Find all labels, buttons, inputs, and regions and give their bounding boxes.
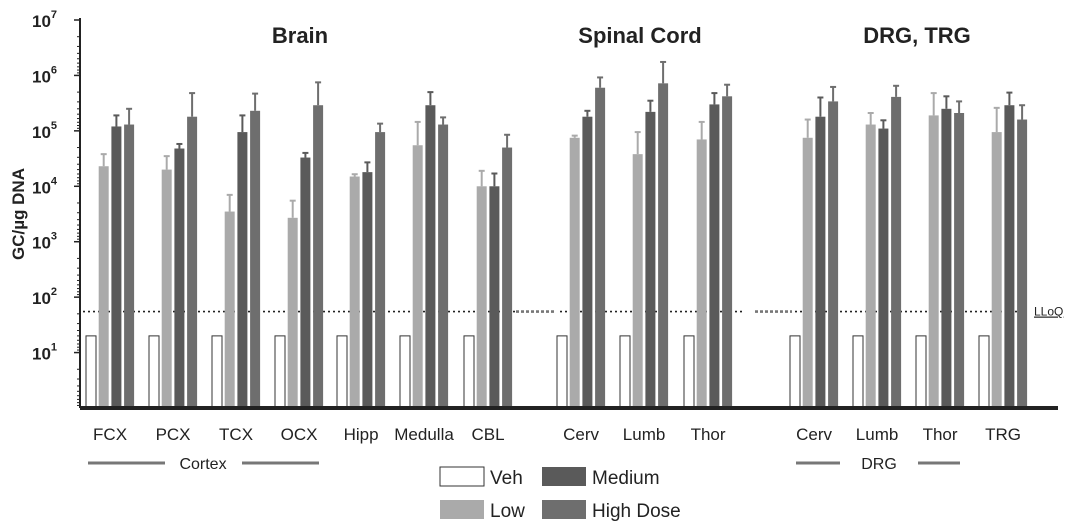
- subgroup-label: DRG: [861, 456, 897, 473]
- labels-layer: FCX PCX TCX OCX Hipp Medulla CBL Cerv Lumb Thor Ce…: [88, 23, 1021, 473]
- y-axis-title: GC/µg DNA: [9, 168, 28, 260]
- bar-drgtrg-cerv-veh: [789, 335, 801, 409]
- y-tick-label: 103: [32, 231, 57, 253]
- x-tick-label: Cerv: [796, 425, 832, 444]
- bar-brain-pcx-veh: [148, 335, 160, 409]
- bar-spinalcord-lumb-high-dose: [658, 83, 669, 408]
- legend-swatch-low: [440, 500, 484, 519]
- bar-brain-fcx-medium: [111, 126, 122, 409]
- x-tick-label: Medulla: [394, 425, 454, 444]
- bar-brain-fcx-veh: [85, 335, 97, 409]
- group-title: Brain: [272, 23, 328, 48]
- bars-layer: [85, 60, 1028, 409]
- y-tick-label: 104: [32, 175, 58, 197]
- bar-brain-ocx-low: [287, 217, 298, 408]
- x-tick-label: TCX: [219, 425, 253, 444]
- x-tick-label: Thor: [691, 425, 726, 444]
- bar-spinalcord-lumb-veh: [619, 335, 631, 409]
- bar-drgtrg-cerv-medium: [815, 116, 826, 408]
- lloq-label: LLoQ: [1034, 305, 1063, 319]
- subgroup-label: Cortex: [179, 456, 226, 473]
- bar-brain-cbl-low: [476, 186, 487, 408]
- bar-brain-medulla-medium: [425, 105, 436, 408]
- bar-brain-tcx-low: [224, 211, 235, 408]
- y-tick-label: 105: [32, 120, 57, 142]
- x-tick-label: FCX: [93, 425, 127, 444]
- bar-drgtrg-thor-high-dose: [954, 112, 965, 409]
- bar-spinalcord-cerv-low: [569, 137, 580, 408]
- x-tick-label: Lumb: [856, 425, 899, 444]
- bar-drgtrg-lumb-medium: [878, 128, 889, 408]
- bar-brain-cbl-veh: [463, 335, 475, 409]
- legend: Veh Low Medium High Dose: [439, 466, 681, 522]
- bar-brain-tcx-medium: [237, 132, 248, 408]
- y-tick-label: 106: [32, 64, 57, 86]
- axes-layer: 101 102 103 104 105 106 107 GC/µg DNA: [9, 9, 1058, 410]
- bar-brain-hipp-low: [349, 176, 360, 408]
- x-tick-label: Hipp: [344, 425, 379, 444]
- bar-spinalcord-thor-veh: [683, 335, 695, 409]
- bar-drgtrg-cerv-low: [802, 137, 813, 408]
- bar-spinalcord-cerv-veh: [556, 335, 568, 409]
- bar-brain-ocx-medium: [300, 157, 311, 408]
- y-tick-label: 107: [32, 9, 57, 31]
- bar-brain-medulla-high-dose: [438, 124, 449, 408]
- bar-brain-pcx-medium: [174, 148, 185, 408]
- bar-brain-tcx-veh: [211, 335, 223, 409]
- bar-brain-hipp-high-dose: [375, 132, 386, 408]
- bar-spinalcord-cerv-medium: [582, 116, 593, 408]
- bar-drgtrg-trg-high-dose: [1017, 119, 1028, 408]
- bar-spinalcord-thor-medium: [709, 104, 720, 408]
- bar-brain-ocx-veh: [274, 335, 286, 409]
- bar-spinalcord-lumb-low: [632, 154, 643, 408]
- bar-drgtrg-thor-veh: [915, 335, 927, 409]
- bar-drgtrg-lumb-high-dose: [891, 96, 902, 408]
- legend-swatch-medium: [542, 467, 586, 486]
- legend-label: High Dose: [592, 501, 681, 522]
- x-tick-label: Thor: [923, 425, 958, 444]
- group-title: DRG, TRG: [863, 23, 971, 48]
- bar-brain-hipp-medium: [362, 172, 373, 408]
- bar-brain-medulla-veh: [399, 335, 411, 409]
- bar-brain-hipp-veh: [336, 335, 348, 409]
- bar-brain-pcx-high-dose: [187, 116, 198, 408]
- x-tick-label: Lumb: [623, 425, 666, 444]
- bar-spinalcord-cerv-high-dose: [595, 87, 606, 408]
- bar-brain-fcx-low: [98, 166, 109, 408]
- x-tick-label: Cerv: [563, 425, 599, 444]
- bar-spinalcord-thor-low: [696, 139, 707, 409]
- bar-drgtrg-trg-low: [991, 132, 1002, 408]
- bar-brain-tcx-high-dose: [250, 110, 261, 409]
- x-tick-label: OCX: [281, 425, 318, 444]
- legend-label: Low: [490, 501, 525, 522]
- legend-label: Medium: [592, 468, 660, 489]
- x-tick-label: CBL: [472, 425, 505, 444]
- bar-brain-medulla-low: [412, 145, 423, 408]
- y-tick-label: 102: [32, 286, 57, 308]
- legend-label: Veh: [490, 468, 523, 489]
- legend-swatch-high-dose: [542, 500, 586, 519]
- bar-drgtrg-thor-medium: [941, 108, 952, 408]
- bar-brain-pcx-low: [161, 169, 172, 408]
- bar-brain-cbl-medium: [489, 186, 500, 408]
- bar-drgtrg-trg-veh: [978, 335, 990, 409]
- bar-drgtrg-cerv-high-dose: [828, 101, 839, 409]
- bar-drgtrg-lumb-veh: [852, 335, 864, 409]
- legend-swatch-veh: [439, 466, 485, 487]
- y-tick-label: 101: [32, 342, 57, 364]
- bar-spinalcord-lumb-medium: [645, 111, 656, 409]
- bar-drgtrg-lumb-low: [865, 124, 876, 408]
- bar-drgtrg-thor-low: [928, 115, 939, 409]
- bar-drgtrg-trg-medium: [1004, 105, 1015, 408]
- bar-brain-fcx-high-dose: [124, 124, 135, 408]
- bar-spinalcord-thor-high-dose: [722, 96, 733, 408]
- x-tick-label: TRG: [985, 425, 1021, 444]
- group-title: Spinal Cord: [578, 23, 701, 48]
- bar-brain-cbl-high-dose: [502, 147, 513, 409]
- x-tick-label: PCX: [156, 425, 191, 444]
- bar-brain-ocx-high-dose: [313, 105, 324, 408]
